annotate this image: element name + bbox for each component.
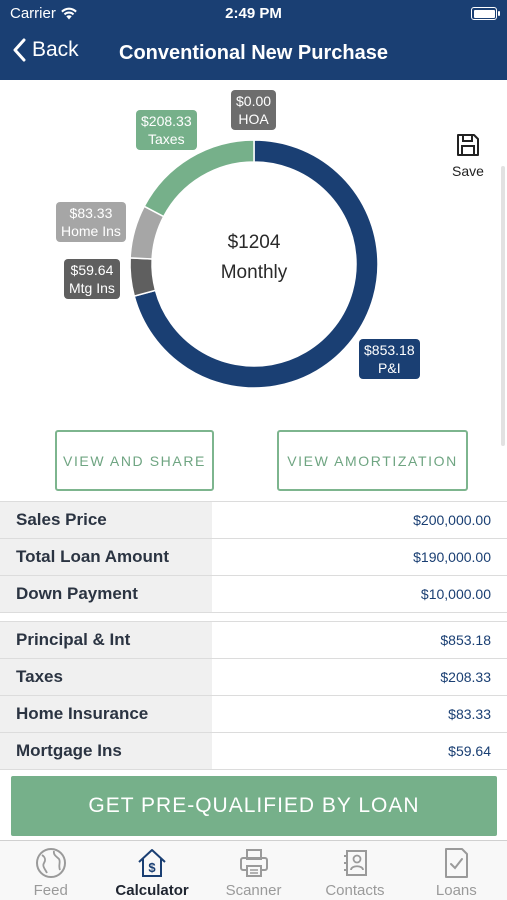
chart-label-name: Mtg Ins: [69, 280, 115, 296]
row-value[interactable]: $200,000.00: [413, 512, 491, 528]
chart-label-taxes: $208.33 Taxes: [136, 110, 197, 150]
save-button[interactable]: Save: [446, 132, 490, 179]
payment-breakdown-table: Principal & Int $853.18 Taxes $208.33 Ho…: [0, 621, 507, 770]
scrollbar[interactable]: [501, 166, 505, 446]
chart-label-mtg-ins: $59.64 Mtg Ins: [64, 259, 120, 299]
slice-taxes: [143, 139, 255, 218]
row-value: $208.33: [440, 669, 491, 685]
row-label: Home Insurance: [0, 696, 212, 732]
status-bar: Carrier 2:49 PM: [0, 0, 507, 28]
contacts-icon: [343, 850, 367, 876]
chart-label-value: $59.64: [70, 262, 114, 278]
table-row: Mortgage Ins $59.64: [0, 733, 507, 770]
loan-details-table: Sales Price $200,000.00 Total Loan Amoun…: [0, 501, 507, 613]
carrier-indicator: Carrier: [10, 5, 78, 22]
row-value: $59.64: [448, 743, 491, 759]
chart-label-value: $0.00: [236, 93, 272, 109]
tab-label: Feed: [33, 882, 68, 899]
save-label: Save: [452, 163, 484, 179]
chart-label-name: Home Ins: [61, 223, 121, 239]
chart-label-value: $853.18: [364, 342, 415, 358]
row-label: Sales Price: [0, 502, 212, 538]
back-label: Back: [32, 38, 79, 61]
row-value[interactable]: $190,000.00: [413, 549, 491, 565]
payment-chart-area: $1204 Monthly $853.18 P&I $59.64 Mtg Ins…: [0, 80, 507, 446]
chart-label-home-ins: $83.33 Home Ins: [56, 202, 126, 242]
clock: 2:49 PM: [225, 5, 282, 22]
back-button[interactable]: Back: [12, 38, 79, 62]
wifi-icon: [61, 7, 77, 20]
row-label: Mortgage Ins: [0, 733, 212, 769]
house-dollar-icon: $: [138, 849, 166, 877]
row-label: Principal & Int: [0, 622, 212, 658]
monthly-period-label: Monthly: [220, 262, 288, 283]
chart-label-value: $208.33: [141, 113, 192, 129]
document-check-icon: [445, 848, 469, 878]
row-label: Total Loan Amount: [0, 539, 212, 575]
tab-scanner[interactable]: Scanner: [203, 841, 304, 900]
tab-label: Loans: [435, 882, 477, 899]
svg-text:$: $: [148, 860, 156, 875]
carrier-label: Carrier: [10, 5, 56, 22]
slice-mtg-ins: [129, 257, 157, 298]
get-pre-qualified-button[interactable]: GET PRE-QUALIFIED BY LOAN: [11, 776, 497, 836]
floppy-disk-icon: [457, 134, 479, 156]
row-label: Down Payment: [0, 576, 212, 612]
table-row: Principal & Int $853.18: [0, 622, 507, 659]
chart-label-hoa: $0.00 HOA: [231, 90, 277, 130]
tab-bar: Feed $ Calculator Scanner: [0, 840, 507, 900]
table-row: Total Loan Amount $190,000.00: [0, 539, 507, 576]
chart-label-name: P&I: [378, 360, 401, 376]
table-row: Taxes $208.33: [0, 659, 507, 696]
slice-pi: [133, 139, 379, 389]
tab-label: Contacts: [325, 882, 385, 899]
tab-contacts[interactable]: Contacts: [304, 841, 405, 900]
row-value[interactable]: $10,000.00: [420, 586, 491, 602]
chart-label-name: HOA: [238, 111, 269, 127]
top-bar: Carrier 2:49 PM Back Conventional New Pu…: [0, 0, 507, 80]
row-value: $853.18: [440, 632, 491, 648]
navigation-bar: Back Conventional New Purchase: [0, 30, 507, 76]
view-amortization-button[interactable]: VIEW AMORTIZATION: [277, 430, 468, 491]
printer-icon: [239, 849, 268, 877]
globe-icon: [35, 848, 66, 878]
table-row: Sales Price $200,000.00: [0, 502, 507, 539]
payment-donut-chart: [129, 139, 379, 389]
chart-label-pi: $853.18 P&I: [359, 339, 420, 379]
chart-label-value: $83.33: [69, 205, 113, 221]
row-label: Taxes: [0, 659, 212, 695]
monthly-amount: $1204: [227, 232, 281, 253]
tab-calculator[interactable]: $ Calculator: [101, 841, 202, 900]
tab-label: Calculator: [115, 882, 189, 899]
tab-label: Scanner: [225, 882, 282, 899]
view-and-share-button[interactable]: VIEW AND SHARE: [55, 430, 214, 491]
table-row: Down Payment $10,000.00: [0, 576, 507, 613]
battery-icon: [471, 7, 500, 20]
tab-loans[interactable]: Loans: [406, 841, 507, 900]
page-title: Conventional New Purchase: [119, 42, 388, 64]
row-value: $83.33: [448, 706, 491, 722]
chart-label-name: Taxes: [148, 131, 185, 147]
table-row: Home Insurance $83.33: [0, 696, 507, 733]
chevron-left-icon: [13, 38, 26, 62]
tab-feed[interactable]: Feed: [0, 841, 101, 900]
